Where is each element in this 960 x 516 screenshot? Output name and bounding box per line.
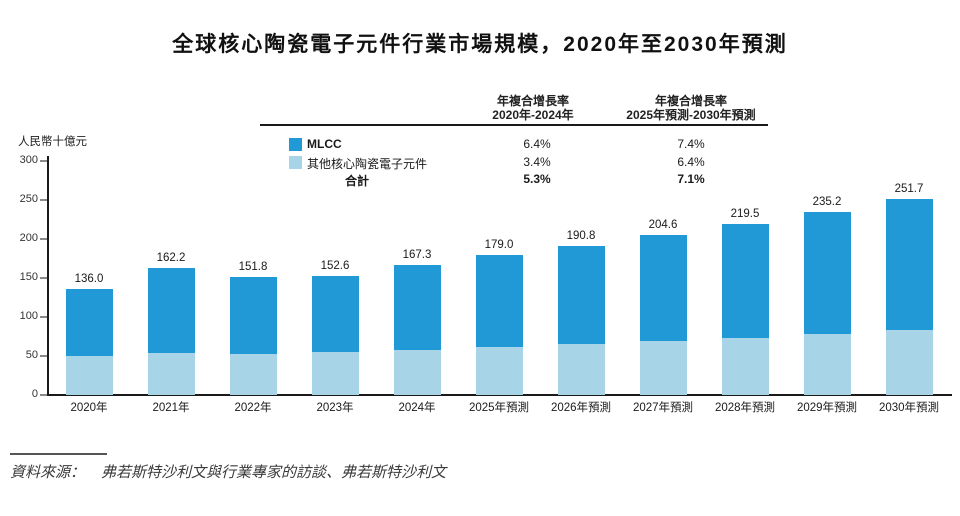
bar-segment-other (393, 350, 441, 395)
bar-segment-mlcc (229, 276, 277, 355)
source-divider-rule (10, 453, 107, 455)
y-tick-mark (40, 277, 47, 279)
bar-total-label: 219.5 (730, 207, 760, 220)
x-axis-baseline (47, 394, 952, 396)
bar-total-label: 179.0 (484, 239, 514, 252)
bar-total-label: 151.8 (238, 260, 268, 273)
x-axis-label: 2020年 (70, 402, 108, 414)
bar-segment-mlcc (639, 235, 687, 342)
y-tick-mark (40, 316, 47, 318)
chart-title: 全球核心陶瓷電子元件行業市場規模，2020年至2030年預測 (172, 33, 788, 56)
legend-label: MLCC (307, 137, 342, 151)
cagr-value-col2: 7.4% (677, 137, 705, 151)
bar-segment-other (229, 354, 277, 395)
source-text-value: 弗若斯特沙利文與行業專家的訪談、弗若斯特沙利文 (101, 464, 447, 481)
x-axis-label: 2022年 (234, 402, 272, 414)
bar-segment-other (311, 352, 359, 395)
x-axis-label: 2024年 (398, 402, 436, 414)
y-tick-label: 250 (19, 193, 38, 205)
y-tick-mark (40, 355, 47, 357)
y-tick-label: 200 (19, 232, 38, 244)
source-label: 資料來源： (10, 464, 86, 481)
y-axis-line (47, 156, 49, 395)
cagr-table-underline (260, 124, 768, 126)
cagr-value-col2: 6.4% (677, 155, 705, 169)
bar-total-label: 251.7 (894, 182, 924, 195)
cagr-header-col1-line2: 2020年-2024年 (492, 108, 574, 122)
y-tick-label: 300 (19, 154, 38, 166)
bar-segment-mlcc (393, 264, 441, 351)
x-axis-label: 2023年 (316, 402, 354, 414)
x-axis-label: 2021年 (152, 402, 190, 414)
y-tick-mark (40, 238, 47, 240)
bar-segment-other (475, 347, 523, 395)
source-line: 資料來源： 弗若斯特沙利文與行業專家的訪談、弗若斯特沙利文 (10, 461, 446, 482)
bar-segment-other (147, 353, 195, 395)
bar-segment-mlcc (721, 223, 769, 338)
y-tick-mark (40, 160, 47, 162)
bar-segment-other (557, 344, 605, 395)
y-tick-mark (40, 394, 47, 396)
y-axis-unit-label: 人民幣十億元 (18, 136, 87, 148)
bar-segment-mlcc (557, 246, 605, 345)
bar-total-label: 204.6 (648, 219, 678, 232)
x-axis-label: 2027年預測 (632, 402, 694, 414)
y-tick-label: 50 (25, 349, 38, 361)
bar-segment-other (885, 329, 933, 395)
cagr-value-col2: 7.1% (677, 172, 705, 186)
legend-label: 合計 (345, 174, 370, 188)
cagr-header-col2-line1: 年複合增長率 (654, 94, 727, 108)
cagr-value-col1: 3.4% (523, 155, 551, 169)
bar-segment-mlcc (65, 288, 113, 356)
y-tick-mark (40, 199, 47, 201)
bar-segment-other (721, 337, 769, 395)
bar-total-label: 190.8 (566, 230, 596, 243)
x-axis-label: 2030年預測 (878, 402, 940, 414)
bar-total-label: 136.0 (74, 272, 104, 285)
bar-segment-mlcc (803, 211, 851, 334)
x-axis-label: 2025年預測 (468, 402, 530, 414)
bar-segment-mlcc (885, 198, 933, 330)
bar-segment-mlcc (147, 268, 195, 354)
bar-segment-other (65, 356, 113, 395)
legend-swatch-other (289, 156, 302, 169)
legend-swatch-mlcc (289, 138, 302, 151)
cagr-header-col2: 年複合增長率 2025年預測-2030年預測 (601, 94, 781, 122)
legend-label: 其他核心陶瓷電子元件 (307, 157, 428, 171)
y-tick-label: 150 (19, 271, 38, 283)
bar-segment-other (639, 341, 687, 395)
x-axis-label: 2028年預測 (714, 402, 776, 414)
cagr-value-col1: 5.3% (523, 172, 551, 186)
x-axis-label: 2026年預測 (550, 402, 612, 414)
cagr-header-col1-line1: 年複合增長率 (496, 94, 569, 108)
cagr-header-col2-line2: 2025年預測-2030年預測 (626, 108, 756, 122)
cagr-header-col1: 年複合增長率 2020年-2024年 (458, 94, 608, 122)
bar-segment-mlcc (311, 275, 359, 353)
bar-total-label: 167.3 (402, 248, 432, 261)
cagr-value-col1: 6.4% (523, 137, 551, 151)
y-tick-label: 100 (19, 310, 38, 322)
y-tick-label: 0 (31, 388, 38, 400)
bar-total-label: 235.2 (812, 195, 842, 208)
bar-segment-mlcc (475, 255, 523, 348)
bar-segment-other (803, 333, 851, 395)
x-axis-label: 2029年預測 (796, 402, 858, 414)
bar-total-label: 162.2 (156, 252, 186, 265)
bar-total-label: 152.6 (320, 259, 350, 272)
